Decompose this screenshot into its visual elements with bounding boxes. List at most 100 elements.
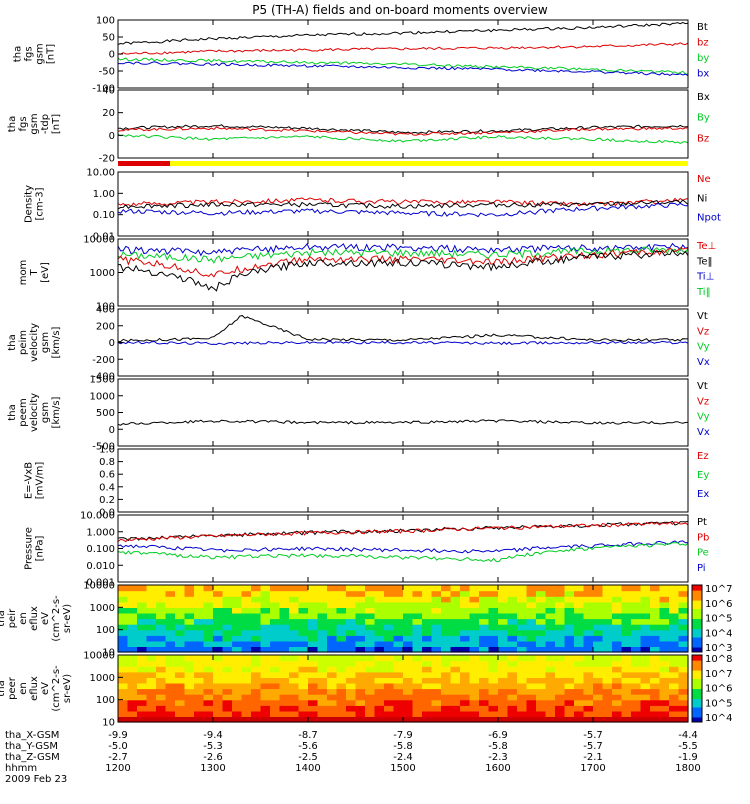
spectrogram-cell [270,618,281,625]
colorbar-tick-label: 10^4 [705,713,732,724]
y-tick-label: -50 [99,67,115,78]
spectrogram-cell [175,640,186,647]
spectrogram-cell [488,640,499,647]
spectrogram-cell [241,635,252,642]
spectrogram-cell [327,699,338,706]
spectrogram-cell [479,624,490,631]
spectrogram-cell [270,710,281,717]
spectrogram-cell [422,716,433,723]
spectrogram-cell [545,660,556,667]
y-tick-label: 10000 [83,651,115,662]
spectrogram-cell [270,607,281,614]
legend-item: by [697,53,709,64]
spectrogram-cell [678,629,689,636]
spectrogram-cell [384,629,395,636]
spectrogram-cell [222,624,233,631]
spectrogram-cell [526,694,537,701]
spectrogram-cell [203,694,214,701]
y-tick-label: 1000 [90,673,115,684]
spectrogram-cell [298,640,309,647]
legend-item: Te⊥ [696,241,716,252]
spectrogram-cell [118,624,129,631]
spectrogram-cell [355,699,366,706]
spectrogram-cell [232,590,243,597]
spectrogram-cell [469,601,480,608]
spectrogram-cell [156,677,167,684]
y-tick-label: -200 [92,355,115,366]
y-axis-label-line: gsm [40,402,51,423]
spectrogram-cell [317,699,328,706]
spectrogram-cell [631,612,642,620]
spectrogram-cell [517,590,528,597]
spectrogram-cell [602,601,613,608]
spectrogram-cell [384,646,395,653]
spectrogram-cell [251,666,262,673]
spectrogram-cell [555,646,566,653]
spectrogram-cell [317,716,328,723]
colorbar-segment [692,665,702,668]
spectrogram-cell [621,660,632,667]
spectrogram-cell [118,716,129,723]
spectrogram-cell [336,716,347,723]
colorbar-segment [692,675,702,678]
spectrogram-cell [308,660,319,667]
spectrogram-cell [678,710,689,717]
spectrogram-cell [583,666,594,673]
colorbar: 10^710^610^510^410^3 [691,584,732,654]
spectrogram-cell [184,612,195,620]
spectrogram-cell [184,640,195,647]
spectrogram-cell [165,585,176,592]
y-axis-label-line: [mV/m] [35,462,46,500]
spectrogram-cell [213,585,224,592]
spectrogram-cell [137,629,148,636]
series-line-bz [117,42,689,55]
spectrogram-cell [260,705,271,712]
spectrogram-cell [279,716,290,723]
colorbar-segment [692,681,702,684]
colorbar-segment [692,616,702,619]
spectrogram-cell [118,640,129,647]
spectrogram-cell [545,694,556,701]
spectrogram-cell [393,596,404,603]
spectrogram-cell [175,660,186,667]
spectrogram-cell [393,612,404,620]
spectrogram-cell [279,629,290,636]
spectrogram-cell [393,618,404,625]
y-axis-label: Pressure [nPa] [24,527,46,570]
spectrogram-cell [460,710,471,717]
legend-item: Vt [697,311,708,322]
footer-row-value: 1800 [675,763,700,774]
spectrogram-cell [213,607,224,614]
spectrogram-cell [422,635,433,642]
spectrogram-cell [479,585,490,592]
spectrogram-cell [612,710,623,717]
spectrogram-cell [450,710,461,717]
spectrogram-cell [507,716,518,723]
spectrogram-cell [241,612,252,620]
y-axis-label-line: en [18,682,29,695]
spectrogram-cell [517,601,528,608]
spectrogram-cell [251,624,262,631]
footer-row-label: tha_Y-GSM [5,741,58,752]
spectrogram-cell [498,694,509,701]
spectrogram-cell [251,629,262,636]
spectrogram-cell [564,635,575,642]
spectrogram-cell [479,705,490,712]
spectrogram-cell [441,682,452,690]
spectrogram-cell [583,682,594,690]
spectrogram-cell [545,682,556,690]
spectrogram-cell [355,607,366,614]
y-tick-label: 0.0 [99,508,115,519]
spectrogram-cell [213,705,224,712]
spectrogram-cell [640,624,651,631]
spectrogram-cell [403,618,414,625]
spectrogram-cell [460,705,471,712]
spectrogram-cell [289,699,300,706]
spectrogram-cell [146,590,157,597]
spectrogram-cell [460,590,471,597]
spectrogram-cell [431,635,442,642]
spectrogram-cell [403,688,414,695]
spectrogram-cell [574,688,585,695]
spectrogram-cell [574,716,585,723]
